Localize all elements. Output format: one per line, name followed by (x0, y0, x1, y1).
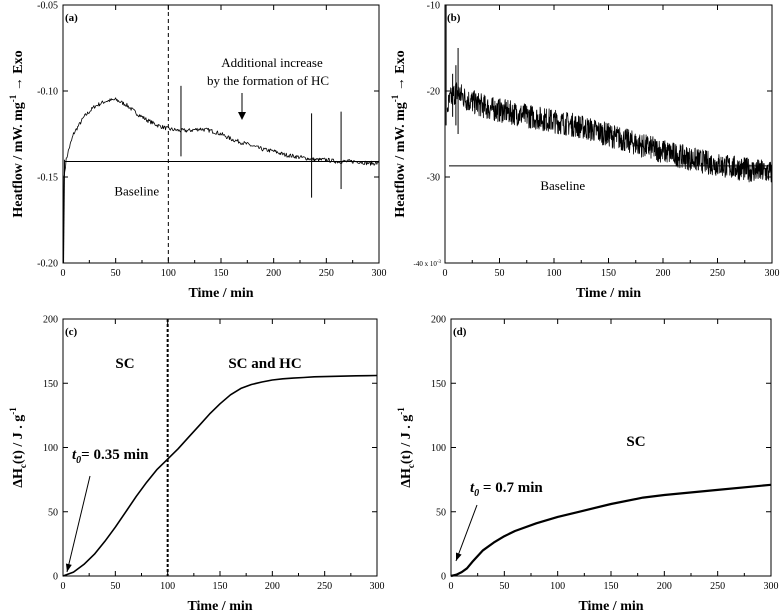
x-tick-label: 100 (550, 581, 565, 592)
y-tick-label: 150 (431, 379, 446, 390)
y-tick-label: 200 (431, 315, 446, 326)
baseline-label: Baseline (540, 178, 585, 193)
x-tick-label: 150 (214, 268, 229, 279)
x-tick-label: 150 (601, 268, 616, 279)
x-tick-label: 200 (266, 268, 281, 279)
panel-label: (a) (65, 12, 78, 24)
x-tick-label: 100 (161, 268, 176, 279)
x-tick-label: 50 (110, 581, 120, 592)
data-line (446, 82, 773, 183)
x-tick-label: 0 (61, 268, 66, 279)
y-tick-label: -30 (427, 173, 440, 184)
chart-panel-1: 0 50 100 150 200 250 300 -0.20 -0.15 -0.10 -0.05 Ti… (8, 1, 387, 302)
chart-panel-4: 0 50 100 150 200 250 300 0 50 100 150 200 Time / min… (396, 315, 779, 615)
x-tick-label: 150 (213, 581, 228, 592)
x-tick-label: 0 (443, 268, 448, 279)
panel-label: (b) (447, 12, 461, 24)
region-label-sc-hc: SC and HC (228, 356, 301, 372)
y-tick-label: 100 (43, 443, 58, 454)
panel-label: (c) (65, 326, 78, 338)
annotation-line-1: Additional increase (221, 55, 323, 70)
x-tick-label: 200 (656, 268, 671, 279)
y-tick-label: -0.10 (37, 87, 58, 98)
y-tick-label: -10 (427, 1, 440, 12)
y-axis-label: ΔHc(t) / J . g-1 (8, 407, 28, 488)
t0-arrowhead (65, 563, 72, 572)
x-tick-label: 300 (764, 581, 779, 592)
y-tick-label: 150 (43, 379, 58, 390)
chart-panel-3: 0 50 100 150 200 250 300 0 50 100 150 200 Time / min… (8, 315, 385, 615)
x-tick-label: 300 (765, 268, 780, 279)
plot-frame (450, 318, 772, 577)
x-tick-label: 0 (449, 581, 454, 592)
t0-arrow (66, 475, 91, 573)
x-tick-label: 50 (111, 268, 121, 279)
y-axis-label: Heatflow / mW. mg-1 → Exo (390, 50, 408, 217)
x-tick-label: 50 (499, 581, 509, 592)
x-axis-label: Time / min (578, 599, 643, 614)
x-tick-label: 50 (495, 268, 505, 279)
y-tick-label: 100 (431, 443, 446, 454)
data-line-start (63, 159, 66, 264)
annotation-line-2: by the formation of HC (207, 73, 329, 88)
x-tick-label: 250 (319, 268, 334, 279)
x-tick-label: 300 (372, 268, 387, 279)
y-axis-label: Heatflow / mW. mg-1 → Exo (8, 50, 26, 217)
x-axis-label: Time / min (188, 286, 253, 301)
y-tick-label: 0 (53, 572, 58, 583)
y-axis-label: ΔHc(t) / J . g-1 (396, 407, 416, 488)
chart-panel-2: 0 50 100 150 200 250 300 -30 -20 -10 -40 x 10-3 Tim… (390, 1, 780, 302)
t0-label: t0 = 0.7 min (470, 480, 543, 499)
y-tick-label-bottom: -40 x 10-3 (413, 260, 441, 268)
data-line (450, 483, 772, 578)
t0-arrowhead (456, 552, 462, 561)
x-tick-label: 250 (317, 581, 332, 592)
region-label-sc: SC (115, 356, 134, 372)
y-tick-label: -20 (427, 87, 440, 98)
data-line (62, 374, 378, 577)
y-tick-label: 50 (48, 507, 58, 518)
x-tick-label: 100 (160, 581, 175, 592)
y-tick-label: -0.05 (37, 1, 58, 12)
panel-label: (d) (453, 326, 467, 338)
x-tick-label: 300 (370, 581, 385, 592)
x-tick-label: 200 (265, 581, 280, 592)
y-tick-label: 50 (436, 507, 446, 518)
annotation-arrowhead (238, 112, 246, 120)
y-tick-label: 0 (441, 572, 446, 583)
x-tick-label: 0 (61, 581, 66, 592)
x-tick-label: 150 (604, 581, 619, 592)
x-tick-label: 250 (710, 581, 725, 592)
y-tick-label: 200 (43, 315, 58, 326)
t0-arrow (455, 504, 478, 562)
region-label-sc: SC (626, 434, 645, 450)
y-tick-label: -0.20 (37, 259, 58, 270)
data-line (62, 97, 380, 264)
x-axis-label: Time / min (576, 286, 641, 301)
baseline-label: Baseline (114, 184, 159, 199)
x-tick-label: 250 (710, 268, 725, 279)
x-tick-label: 200 (657, 581, 672, 592)
y-tick-label: -0.15 (37, 173, 58, 184)
t0-label: t0= 0.35 min (72, 447, 149, 466)
x-axis-label: Time / min (187, 599, 252, 614)
x-tick-label: 100 (547, 268, 562, 279)
